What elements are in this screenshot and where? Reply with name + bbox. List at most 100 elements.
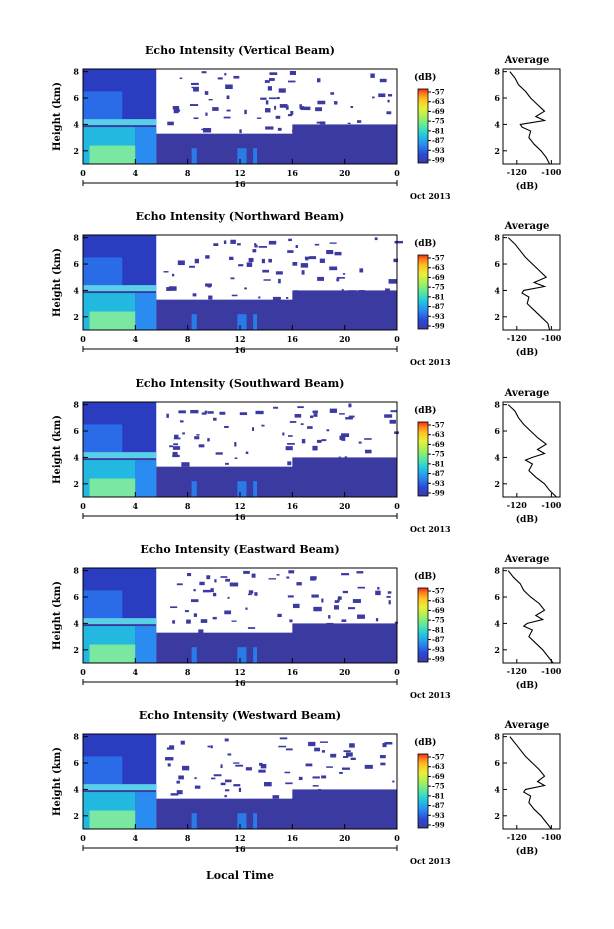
profile-x-tick-label: -100 (541, 167, 561, 177)
heatmap-cell (341, 433, 350, 438)
heatmap-cell (287, 435, 293, 437)
heatmap-cell (317, 100, 326, 105)
heatmap-cell (239, 412, 248, 416)
heatmap-cell (194, 777, 197, 780)
heatmap-cell (83, 756, 123, 786)
heatmap-cell (301, 270, 305, 275)
heatmap-cell (166, 747, 174, 750)
heatmap-cell (305, 258, 309, 261)
x-tick-label: 4 (133, 334, 139, 344)
heatmap-cell (230, 239, 236, 244)
heatmap-cell (83, 784, 157, 791)
panel-title: Echo Intensity (Vertical Beam) (145, 44, 335, 57)
colorbar-tick-label: -87 (432, 136, 445, 145)
colorbar-tick-label: -87 (432, 469, 445, 478)
heatmap-cell (252, 427, 255, 431)
heatmap-cell (336, 793, 344, 797)
heatmap-cell (357, 614, 365, 619)
heatmap-cell (290, 110, 294, 115)
heatmap-cell (224, 425, 229, 428)
heatmap-cell (260, 97, 267, 100)
heatmap-cell (364, 764, 373, 769)
heatmap-cell (349, 743, 355, 748)
heatmap-cell (205, 283, 212, 287)
heatmap-cell (292, 124, 397, 135)
profile-y-tick-label: 4 (494, 618, 500, 628)
heatmap-cell (225, 84, 233, 89)
heatmap-cell (296, 582, 302, 586)
heatmap-cell (237, 647, 247, 663)
heatmap-cell (264, 80, 270, 83)
profile-y-tick-label: 8 (494, 732, 500, 742)
beam-panel: Echo Intensity (Westward Beam) 2 4 6 8 Height… (52, 709, 562, 866)
heatmap-cell (251, 573, 256, 578)
colorbar-tick-label: -63 (432, 762, 445, 771)
heatmap-cell (166, 287, 171, 291)
heatmap-cell (295, 245, 298, 248)
heatmap-cell (268, 258, 272, 263)
heatmap-cell (345, 629, 350, 633)
heatmap-cell (346, 292, 353, 295)
heatmap-cell (224, 789, 230, 792)
heatmap-cell (276, 96, 280, 100)
heatmap-cell (285, 446, 293, 451)
x-tick-label: 0 (80, 833, 86, 843)
colorbar (417, 753, 429, 829)
heatmap-cell (193, 117, 199, 120)
heatmap-cell (224, 738, 229, 742)
heatmap-cell (258, 769, 266, 773)
heatmap-cell (227, 596, 230, 599)
heatmap-cell (204, 91, 209, 95)
colorbar-tick-label: -99 (432, 156, 445, 165)
heatmap-cell (83, 424, 123, 454)
colorbar-tick-label: -69 (432, 606, 445, 615)
colorbar-unit: (dB) (414, 238, 436, 249)
heatmap-cell (287, 595, 294, 598)
x-tick-label: 20 (339, 833, 351, 843)
heatmap-cell (219, 411, 226, 415)
x-tick-label: 16 (287, 334, 299, 344)
heatmap-cell (274, 105, 277, 110)
heatmap-cell (244, 109, 247, 115)
profile-title: Average (504, 55, 550, 66)
heatmap-cell (245, 767, 252, 771)
colorbar-unit: (dB) (414, 405, 436, 416)
heatmap-cell (341, 619, 347, 622)
heatmap-cell (254, 592, 258, 596)
heatmap-cell (325, 790, 334, 795)
heatmap-cell (387, 99, 390, 103)
y-tick-label: 6 (73, 93, 79, 103)
heatmap-cell (198, 444, 205, 448)
heatmap-cell (392, 780, 395, 783)
profile-y-tick-label: 4 (494, 452, 500, 462)
profile-x-tick-label: -100 (541, 666, 561, 676)
heatmap-cell (194, 258, 199, 264)
heatmap-cell (356, 571, 364, 574)
heatmap-cell (83, 590, 123, 620)
y-axis-label: Height (km) (52, 747, 63, 816)
heatmap-cell (83, 285, 157, 292)
heatmap (83, 568, 398, 663)
heatmap-cell (272, 296, 281, 301)
heatmap-cell (313, 606, 322, 612)
heatmap-cell (300, 106, 305, 110)
heatmap-cell (341, 289, 344, 294)
heatmap-cell (166, 413, 169, 418)
heatmap-cell (190, 409, 199, 414)
heatmap-cell (314, 243, 320, 246)
heatmap-cell (245, 607, 248, 610)
profile-line (507, 404, 557, 498)
heatmap-cell (308, 741, 316, 747)
heatmap-cell (272, 795, 280, 799)
heatmap-cell (181, 462, 190, 467)
heatmap-cell (275, 115, 281, 119)
x-tick-label: 12 (234, 168, 245, 178)
colorbar (417, 421, 429, 497)
heatmap-cell (375, 618, 379, 622)
profile-y-tick-label: 6 (494, 592, 500, 602)
heatmap-cell (269, 72, 278, 76)
colorbar-tick-label: -81 (432, 459, 445, 468)
y-tick-label: 4 (73, 119, 79, 129)
heatmap-cell (288, 238, 292, 242)
